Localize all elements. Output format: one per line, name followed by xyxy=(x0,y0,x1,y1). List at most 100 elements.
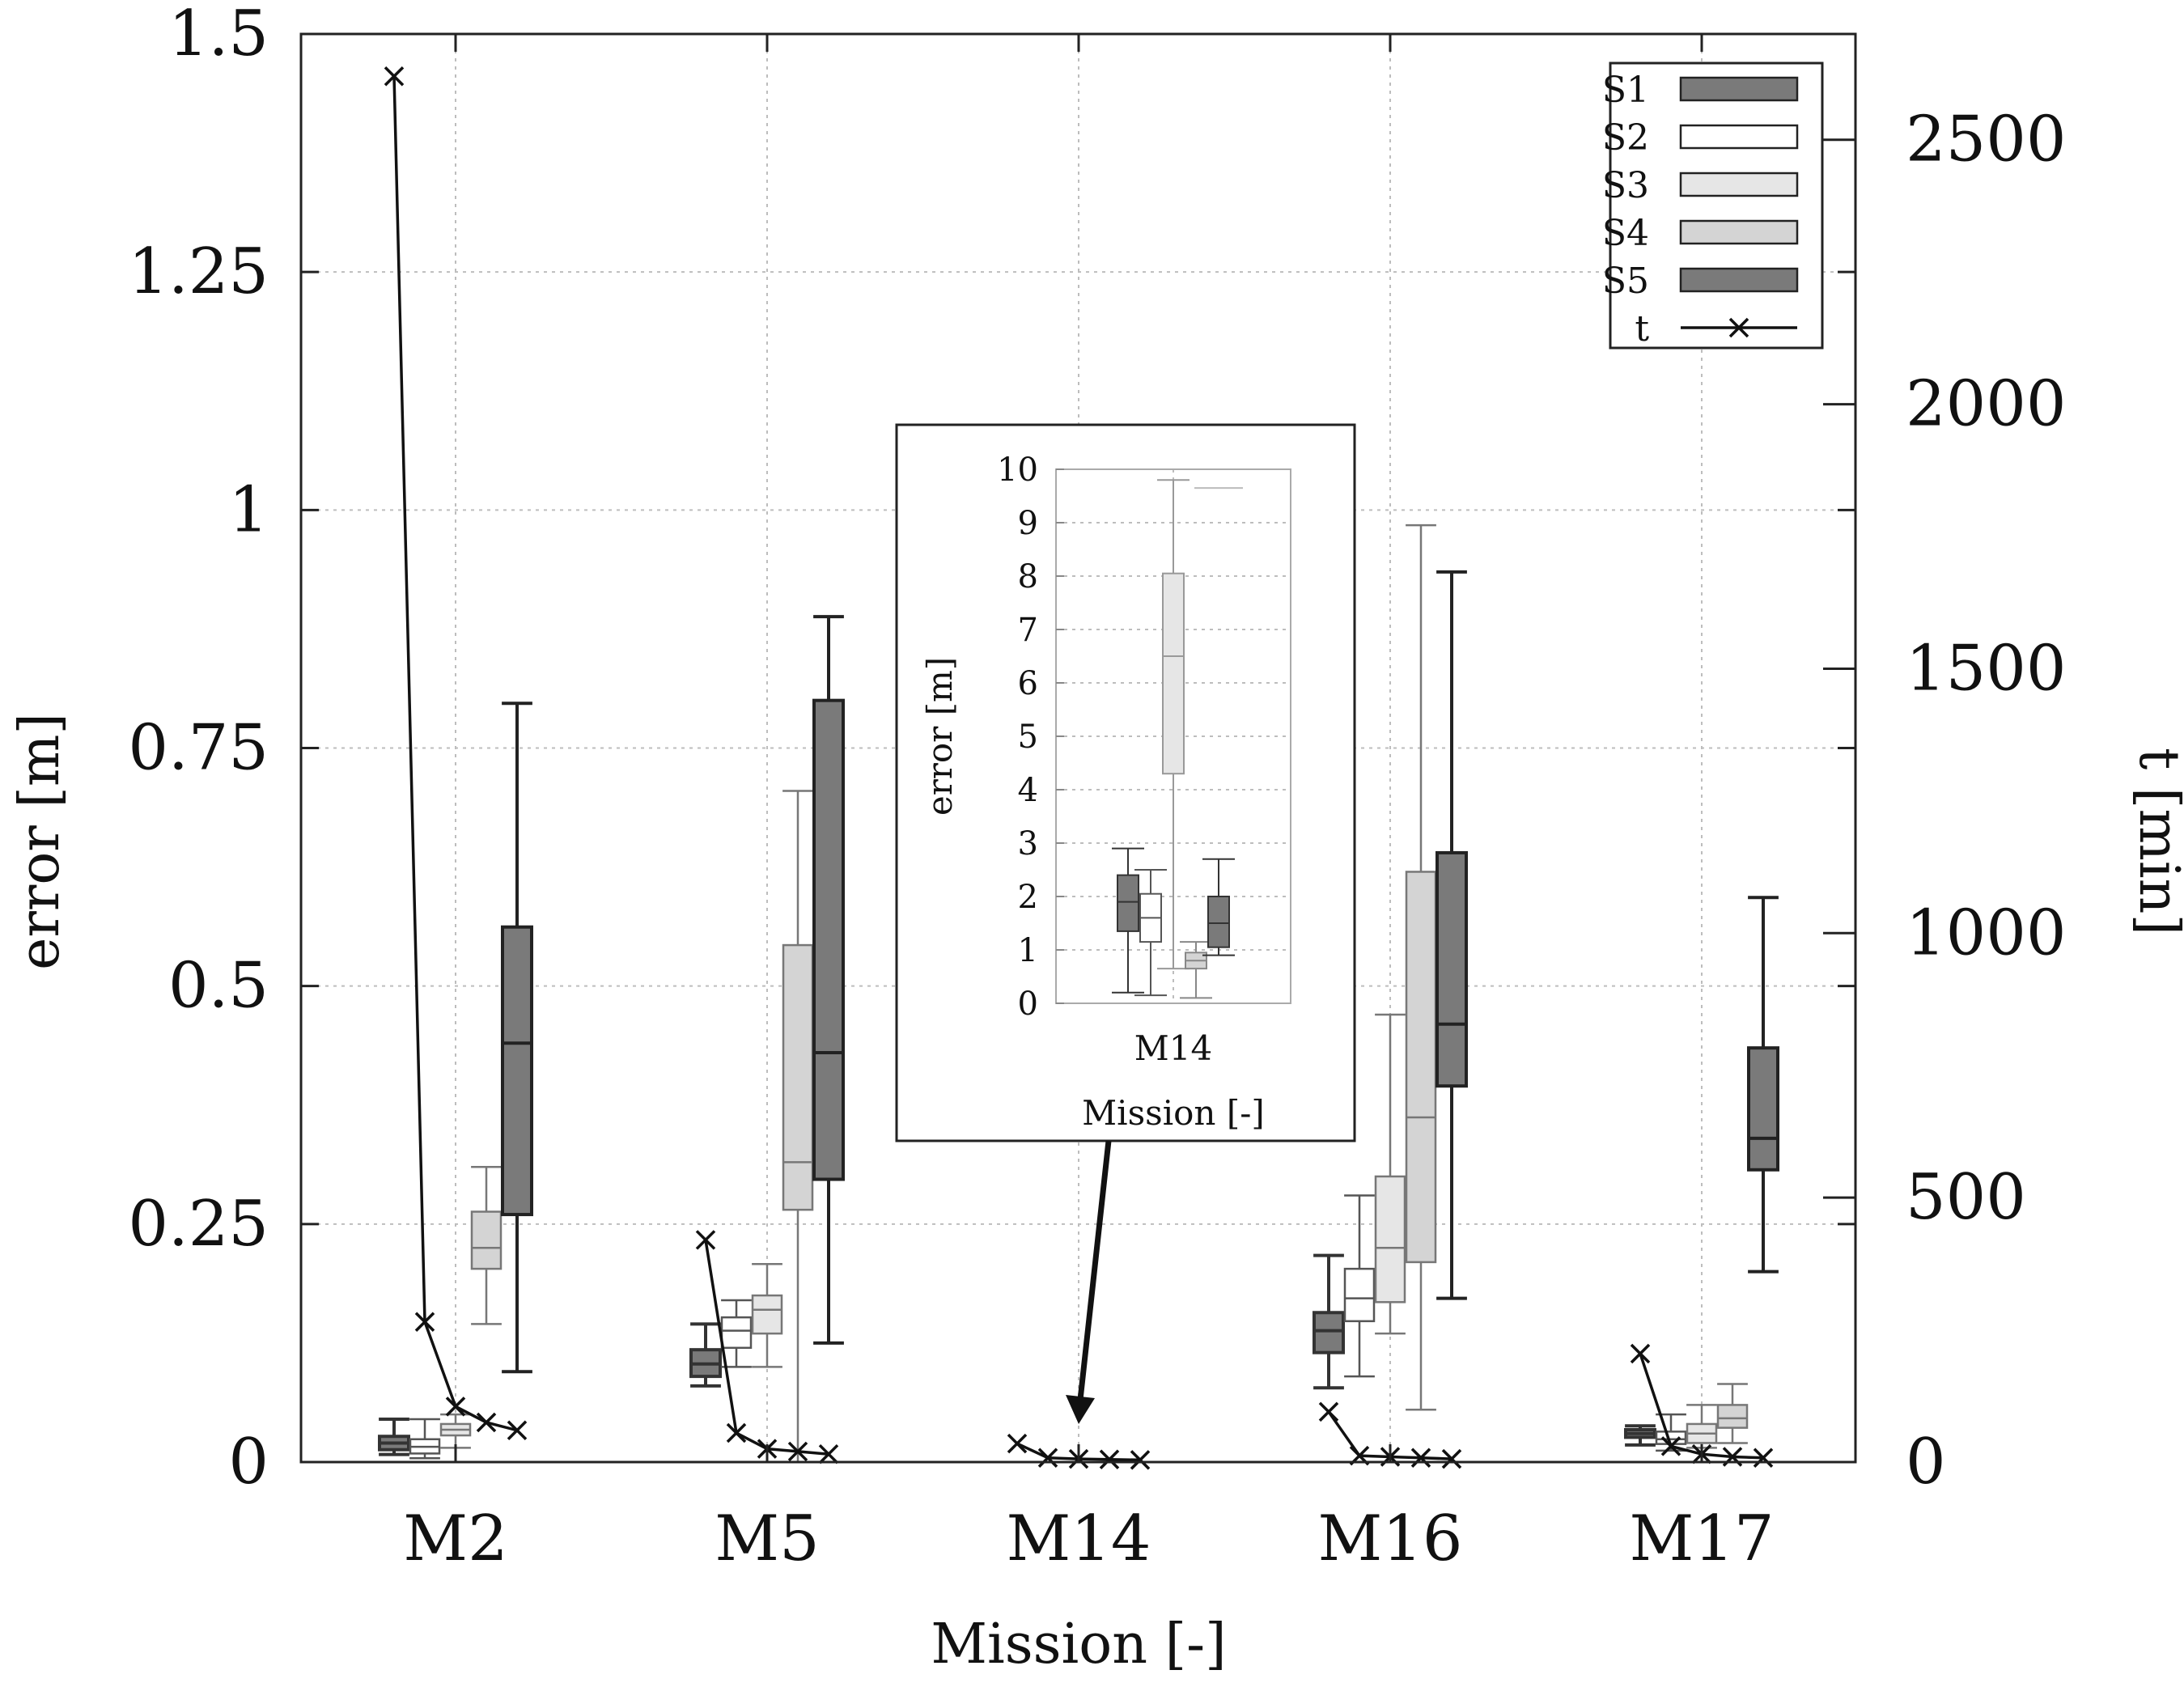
t-marker-stroke xyxy=(1410,1448,1431,1469)
t-marker-stroke xyxy=(1630,1343,1651,1364)
y-tick-label: 0 xyxy=(228,1426,269,1498)
legend-swatch-S4 xyxy=(1679,219,1799,245)
box-plot xyxy=(689,1322,722,1388)
y-tick-label: 0.5 xyxy=(168,950,269,1023)
y2-tick-label: 500 xyxy=(1906,1161,2026,1234)
box-plots xyxy=(378,523,1779,1464)
inset-x-tick-label: M14 xyxy=(1134,1028,1212,1068)
t-marker-stroke xyxy=(1318,1401,1339,1422)
inset-y-tick-label: 1 xyxy=(1018,932,1038,969)
series-S1 xyxy=(378,1253,1656,1456)
box-plot xyxy=(470,1165,503,1325)
legend: S1 S2 S3 S4 S5 t xyxy=(1602,61,1824,350)
y2-tick-label: 0 xyxy=(1906,1426,1946,1498)
box-iqr xyxy=(1207,896,1230,948)
inset-y-tick-label: 6 xyxy=(1018,665,1038,702)
y-tick-label: 1.25 xyxy=(128,235,269,308)
box-plot xyxy=(1436,570,1468,1300)
inset-y-tick-label: 4 xyxy=(1018,772,1038,809)
y-tick-label: 0.75 xyxy=(128,712,269,785)
t-marker xyxy=(1037,1448,1058,1469)
t-marker xyxy=(1410,1448,1431,1469)
t-marker xyxy=(1630,1343,1651,1364)
inset-y-tick-label: 3 xyxy=(1018,825,1038,863)
legend-swatch-S3 xyxy=(1679,172,1799,197)
box-plot xyxy=(812,615,845,1345)
t-marker xyxy=(726,1422,747,1443)
series-S4 xyxy=(470,523,1749,1464)
t-marker-stroke xyxy=(1660,1436,1681,1456)
t-marker xyxy=(1099,1449,1120,1469)
box-plot xyxy=(501,702,533,1374)
box-iqr xyxy=(1405,871,1437,1264)
series-S3 xyxy=(439,1013,1718,1449)
t-marker-stroke xyxy=(1099,1449,1120,1469)
y2-axis-title: t [min] xyxy=(2127,748,2184,935)
box-plot xyxy=(1313,1253,1345,1390)
t-marker-stroke xyxy=(787,1441,808,1462)
legend-swatch-S2 xyxy=(1679,124,1799,150)
box-iqr xyxy=(470,1210,503,1270)
t-marker-stroke xyxy=(445,1397,466,1417)
t-marker xyxy=(787,1441,808,1462)
box-plot xyxy=(1405,523,1437,1411)
box-iqr xyxy=(720,1316,753,1350)
legend-label-t: t xyxy=(1635,308,1649,350)
y-tick-label: 0.25 xyxy=(128,1188,269,1261)
inset-y-tick-label: 5 xyxy=(1018,718,1038,756)
inset-y-tick-label: 2 xyxy=(1018,879,1038,916)
legend-label-S4: S4 xyxy=(1602,213,1649,254)
t-marker-stroke xyxy=(1007,1433,1028,1454)
t-series xyxy=(384,66,1774,1470)
t-marker xyxy=(818,1443,839,1464)
t-marker xyxy=(476,1412,497,1433)
t-marker xyxy=(445,1397,466,1417)
t-marker xyxy=(1007,1433,1028,1454)
box-plot xyxy=(1202,858,1235,956)
t-marker-stroke xyxy=(1130,1450,1151,1470)
box-iqr xyxy=(1117,874,1139,932)
box-plot xyxy=(409,1418,441,1460)
inset-y-tick-label: 10 xyxy=(997,451,1038,489)
inset-y-tick-label: 0 xyxy=(1018,985,1038,1023)
legend-swatch-S1 xyxy=(1679,76,1799,102)
box-iqr xyxy=(501,925,533,1217)
t-marker xyxy=(1753,1448,1774,1469)
box-plot xyxy=(1134,869,1167,997)
y2-tick-label: 1000 xyxy=(1906,896,2067,969)
t-marker xyxy=(414,1312,435,1333)
box-iqr xyxy=(1343,1267,1376,1323)
inset-y-tick-label: 9 xyxy=(1018,505,1038,542)
box-plot xyxy=(1374,1013,1406,1335)
box-iqr xyxy=(1716,1404,1749,1429)
legend-swatch-S5 xyxy=(1679,267,1799,293)
t-marker-stroke xyxy=(507,1420,528,1441)
box-plot xyxy=(1343,1194,1376,1378)
box-plot xyxy=(1157,479,1190,970)
t-marker-stroke xyxy=(414,1312,435,1333)
legend-label-S2: S2 xyxy=(1602,117,1649,159)
legend-label-S5: S5 xyxy=(1602,261,1649,302)
t-marker-stroke xyxy=(1441,1448,1462,1469)
inset-arrow-head xyxy=(1066,1395,1095,1424)
x-tick-label: M17 xyxy=(1629,1503,1774,1575)
box-plot xyxy=(1624,1424,1656,1447)
t-marker-stroke xyxy=(1753,1448,1774,1469)
inset-chart: 0 1 2 3 4 5 6 7 8 9 10 M14 Mission [-] error [m] xyxy=(895,423,1356,1142)
box-iqr xyxy=(751,1294,783,1335)
inset-frame xyxy=(895,423,1356,1142)
x-tick-label: M2 xyxy=(403,1503,508,1575)
inset-y-tick-label: 7 xyxy=(1018,612,1038,649)
y-axis-title: error [m] xyxy=(8,713,72,970)
t-marker-stroke xyxy=(818,1443,839,1464)
t-marker xyxy=(1660,1436,1681,1456)
box-iqr xyxy=(1374,1175,1406,1303)
t-marker xyxy=(1130,1450,1151,1470)
t-marker xyxy=(1318,1401,1339,1422)
box-plot xyxy=(378,1418,410,1456)
y2-tick-label: 1500 xyxy=(1906,632,2067,705)
x-tick-label: M5 xyxy=(715,1503,820,1575)
y2-tick-label: 2500 xyxy=(1906,104,2067,176)
box-plot xyxy=(1112,847,1144,994)
t-marker xyxy=(384,66,405,87)
